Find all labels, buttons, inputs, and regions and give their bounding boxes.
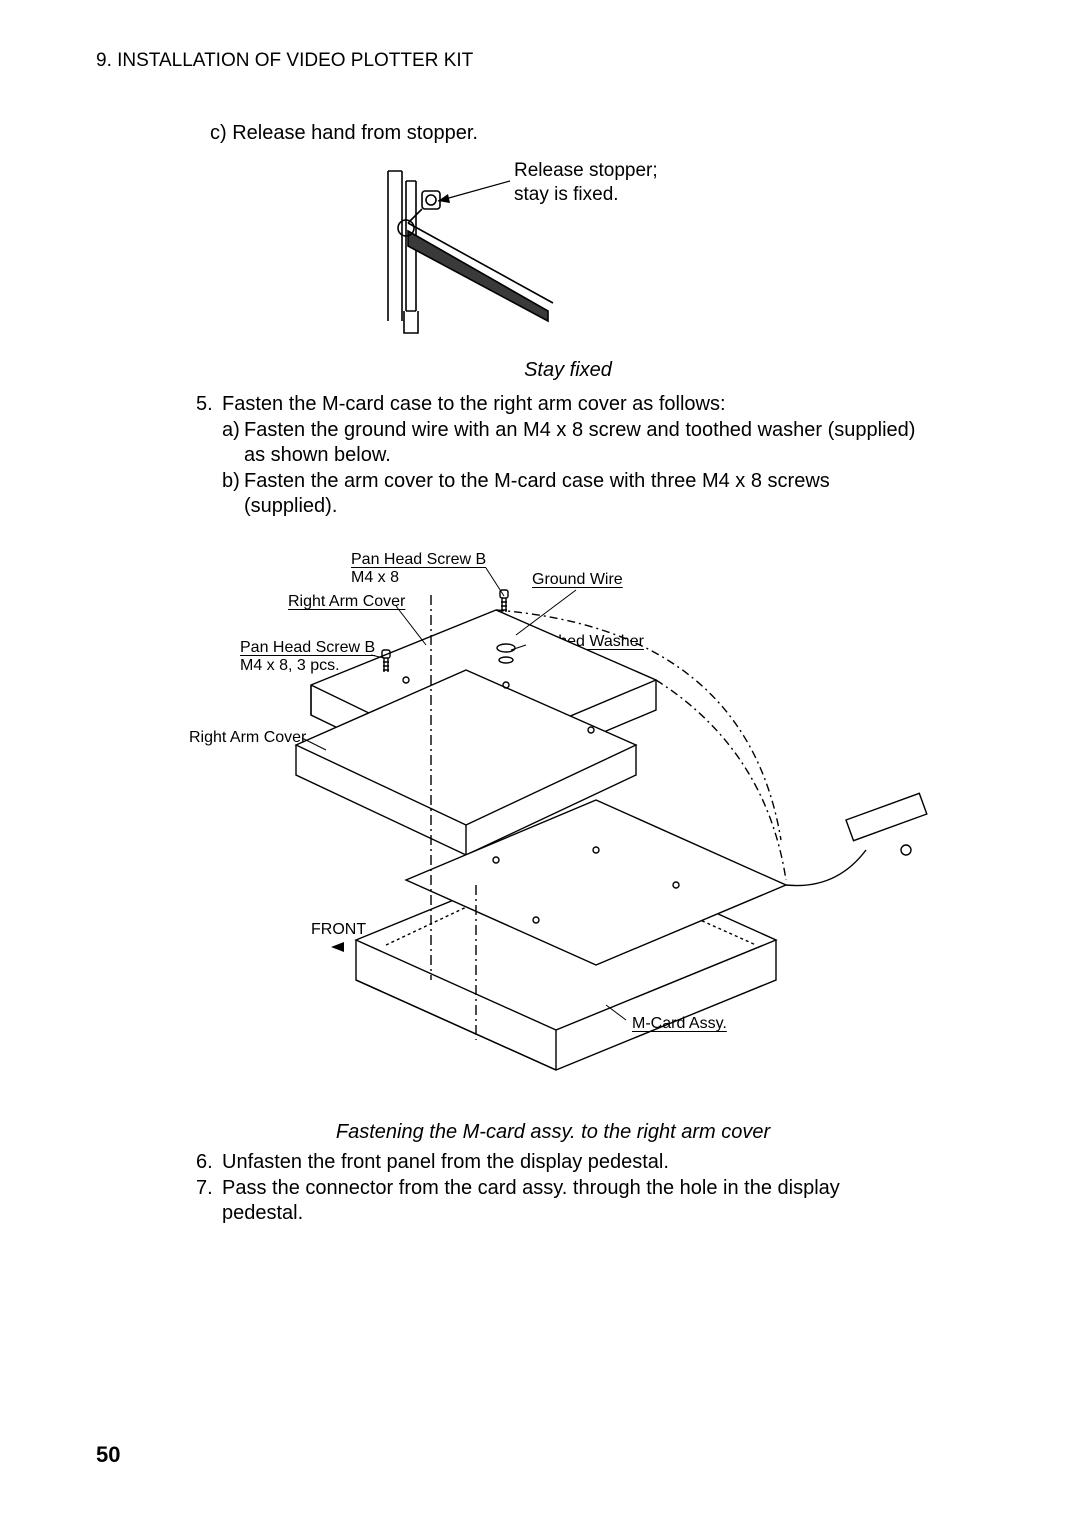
- step7-num: 7.: [196, 1176, 222, 1202]
- step7-text-line1: Pass the connector from the card assy. t…: [222, 1177, 840, 1199]
- step5a-label: a): [222, 418, 244, 444]
- figure-1: Release stopper; stay is fixed.: [96, 159, 990, 359]
- step5-text: Fasten the M-card case to the right arm …: [222, 393, 726, 415]
- step-c-text: Release hand from stopper.: [232, 122, 478, 144]
- page-number: 50: [96, 1442, 120, 1468]
- fig1-diagram: [378, 161, 598, 351]
- step5-num: 5.: [196, 392, 222, 418]
- steps-6-7: 6.Unfasten the front panel from the disp…: [196, 1150, 990, 1227]
- section-header: 9. INSTALLATION OF VIDEO PLOTTER KIT: [96, 50, 990, 72]
- fig2-caption: Fastening the M-card assy. to the right …: [116, 1121, 990, 1144]
- step5b-text-line1: Fasten the arm cover to the M-card case …: [244, 470, 830, 492]
- step6: 6.Unfasten the front panel from the disp…: [196, 1150, 990, 1176]
- step6-num: 6.: [196, 1150, 222, 1176]
- step5b-label: b): [222, 469, 244, 495]
- step6-text: Unfasten the front panel from the displa…: [222, 1151, 669, 1173]
- figure-2: Pan Head Screw B M4 x 8 Ground Wire Righ…: [96, 550, 990, 1115]
- step-5: 5.Fasten the M-card case to the right ar…: [196, 392, 990, 520]
- step7: 7.Pass the connector from the card assy.…: [196, 1176, 990, 1227]
- step5b-text-line2: (supplied).: [244, 494, 990, 520]
- fig1-caption: Stay fixed: [146, 359, 990, 382]
- step5a: a)Fasten the ground wire with an M4 x 8 …: [222, 418, 990, 469]
- step5a-text-line2: as shown below.: [244, 443, 990, 469]
- step-c-label: c): [210, 122, 227, 144]
- step5a-text-line1: Fasten the ground wire with an M4 x 8 sc…: [244, 419, 915, 441]
- step-c: c) Release hand from stopper.: [210, 122, 990, 145]
- fig2-diagram: [96, 550, 976, 1110]
- step7-text-line2: pedestal.: [222, 1201, 990, 1227]
- step5b: b)Fasten the arm cover to the M-card cas…: [222, 469, 990, 520]
